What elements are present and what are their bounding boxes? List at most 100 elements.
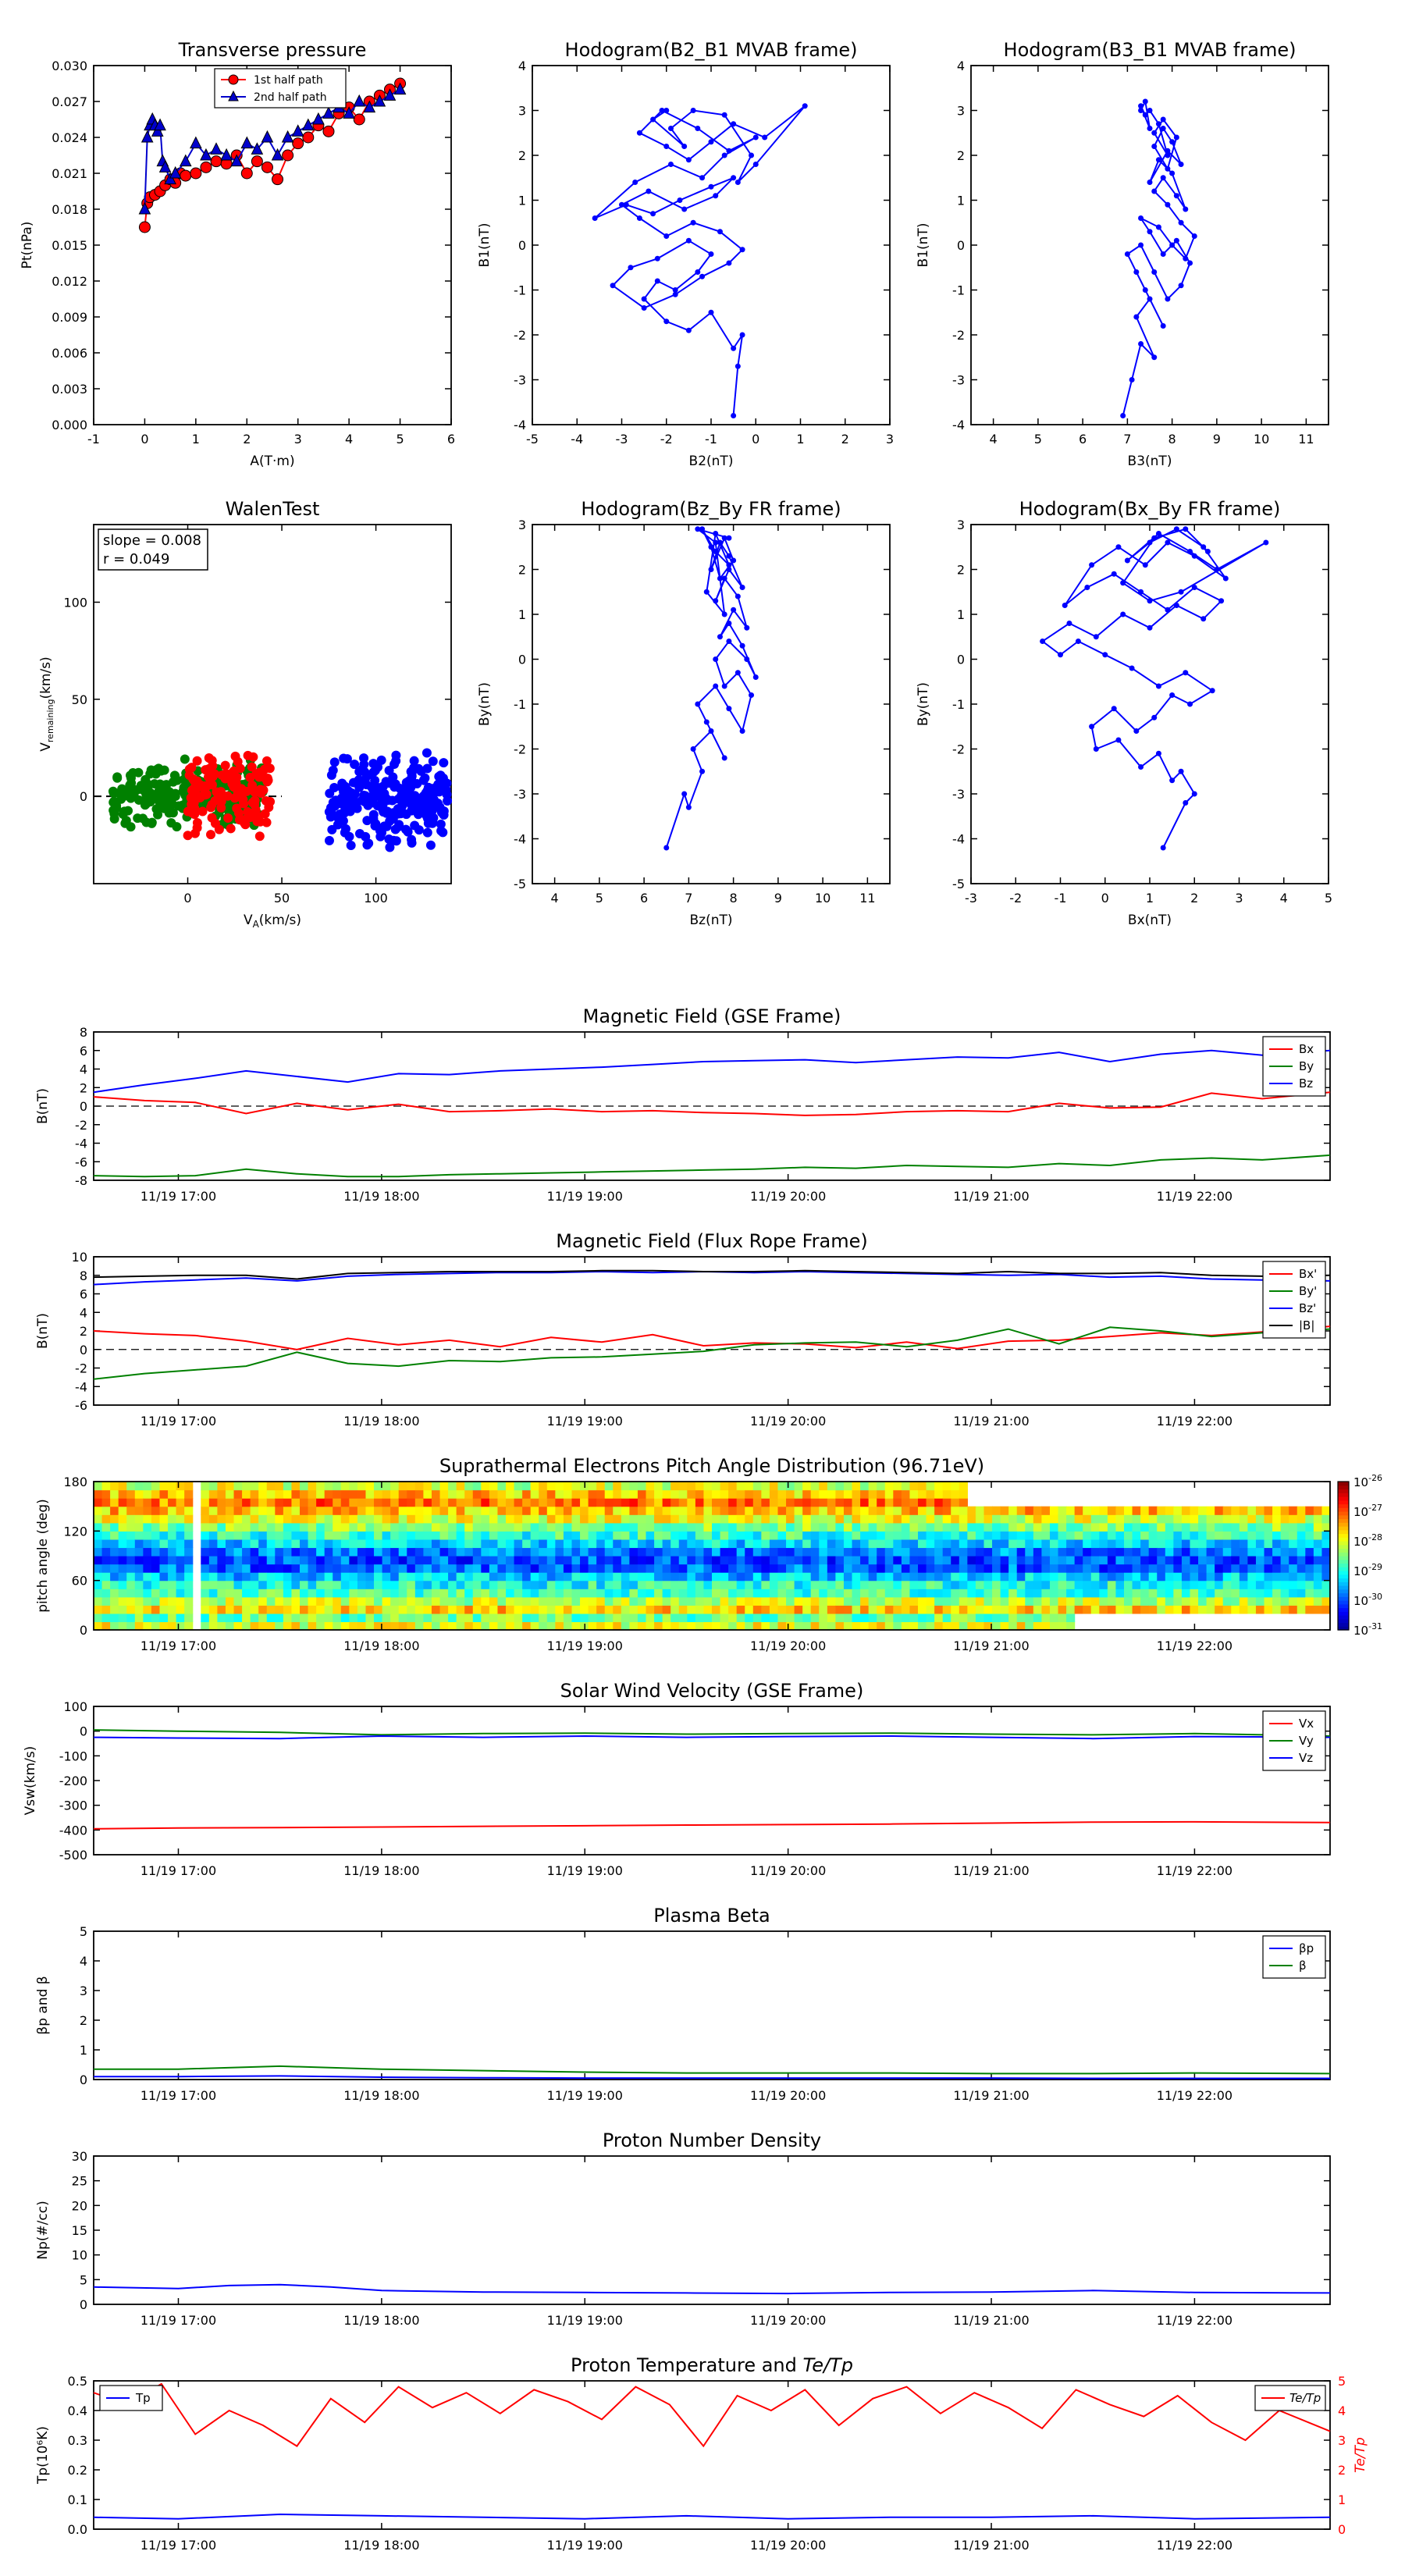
heatmap-cell — [1280, 1596, 1289, 1606]
heatmap-cell — [901, 1498, 911, 1507]
heatmap-cell — [819, 1489, 828, 1499]
data-point — [681, 791, 688, 797]
y-tick-label: -6 — [75, 1398, 87, 1413]
heatmap-cell — [118, 1539, 127, 1549]
heatmap-cell — [357, 1547, 367, 1557]
heatmap-cell — [613, 1498, 622, 1507]
chart-title: WalenTest — [226, 498, 320, 520]
heatmap-cell — [1033, 1506, 1042, 1515]
heatmap-cell — [464, 1522, 474, 1532]
data-point — [343, 106, 355, 119]
heatmap-cell — [316, 1621, 325, 1631]
heatmap-cell — [300, 1613, 309, 1623]
heatmap-cell — [176, 1482, 185, 1491]
heatmap-cell — [258, 1596, 268, 1606]
heatmap-cell — [217, 1522, 226, 1532]
heatmap-cell — [225, 1547, 235, 1557]
heatmap-cell — [522, 1572, 532, 1582]
heatmap-cell — [654, 1547, 663, 1557]
data-point — [1138, 341, 1144, 347]
data-point — [220, 148, 233, 161]
heatmap-cell — [456, 1580, 465, 1589]
heatmap-cell — [407, 1564, 416, 1573]
heatmap-cell — [1313, 1506, 1323, 1515]
heatmap-cell — [670, 1489, 680, 1499]
colorbar-segment — [1338, 1489, 1349, 1493]
x-tick-label: 100 — [364, 891, 388, 906]
y2-axis-label: Te/Tp — [1353, 2437, 1368, 2473]
x-tick-label: 11/19 20:00 — [750, 1414, 826, 1429]
heatmap-cell — [514, 1564, 523, 1573]
data-point — [713, 531, 719, 536]
heatmap-cell — [208, 1589, 218, 1598]
heatmap-cell — [423, 1621, 432, 1631]
heatmap-cell — [868, 1539, 877, 1549]
heatmap-cell — [414, 1547, 424, 1557]
heatmap-cell — [1008, 1564, 1018, 1573]
heatmap-cell — [349, 1506, 358, 1515]
heatmap-cell — [662, 1580, 671, 1589]
heatmap-cell — [794, 1621, 803, 1631]
heatmap-cell — [1190, 1547, 1199, 1557]
heatmap-cell — [629, 1506, 638, 1515]
heatmap-cell — [1190, 1506, 1199, 1515]
heatmap-cell — [506, 1580, 515, 1589]
heatmap-cell — [94, 1564, 103, 1573]
heatmap-cell — [101, 1621, 111, 1631]
heatmap-cell — [439, 1539, 449, 1549]
heatmap-cell — [349, 1522, 358, 1532]
heatmap-cell — [934, 1596, 944, 1606]
heatmap-cell — [1140, 1564, 1150, 1573]
heatmap-cell — [390, 1506, 400, 1515]
heatmap-cell — [431, 1547, 441, 1557]
heatmap-cell — [151, 1506, 161, 1515]
heatmap-cell — [1247, 1589, 1257, 1598]
heatmap-cell — [901, 1621, 911, 1631]
heatmap-cell — [489, 1547, 499, 1557]
heatmap-cell — [926, 1589, 935, 1598]
heatmap-cell — [448, 1596, 457, 1606]
data-point — [272, 173, 284, 186]
data-point — [1133, 728, 1140, 734]
heatmap-cell — [1058, 1547, 1067, 1557]
heatmap-cell — [703, 1589, 713, 1598]
heatmap-cell — [654, 1556, 663, 1565]
heatmap-cell — [522, 1547, 532, 1557]
heatmap-cell — [596, 1556, 606, 1565]
heatmap-cell — [275, 1514, 284, 1524]
heatmap-cell — [514, 1489, 523, 1499]
heatmap-cell — [695, 1547, 705, 1557]
heatmap-cell — [1297, 1539, 1306, 1549]
data-point — [1222, 575, 1229, 582]
heatmap-cell — [1074, 1531, 1083, 1540]
heatmap-cell — [275, 1482, 284, 1491]
heatmap-cell — [1239, 1547, 1248, 1557]
heatmap-cell — [1313, 1564, 1323, 1573]
data-point — [336, 810, 346, 820]
y2-tick-label: 2 — [1338, 2463, 1346, 2478]
heatmap-cell — [745, 1605, 754, 1614]
heatmap-cell — [506, 1621, 515, 1631]
legend-label: 1st half path — [254, 74, 323, 87]
heatmap-cell — [1025, 1531, 1034, 1540]
heatmap-cell — [1157, 1506, 1166, 1515]
y-tick-label: 0.003 — [52, 382, 87, 397]
heatmap-cell — [481, 1564, 490, 1573]
heatmap-cell — [877, 1572, 886, 1582]
heatmap-cell — [794, 1605, 803, 1614]
heatmap-cell — [1083, 1596, 1092, 1606]
heatmap-cell — [571, 1596, 581, 1606]
data-point — [1155, 121, 1161, 127]
data-point — [427, 806, 437, 816]
heatmap-cell — [752, 1498, 762, 1507]
heatmap-cell — [423, 1589, 432, 1598]
heatmap-cell — [390, 1596, 400, 1606]
data-point — [1173, 603, 1179, 608]
heatmap-cell — [984, 1547, 993, 1557]
heatmap-cell — [703, 1572, 713, 1582]
heatmap-cell — [1140, 1539, 1150, 1549]
heatmap-cell — [168, 1489, 177, 1499]
heatmap-cell — [712, 1580, 721, 1589]
heatmap-cell — [884, 1489, 894, 1499]
heatmap-cell — [843, 1564, 853, 1573]
